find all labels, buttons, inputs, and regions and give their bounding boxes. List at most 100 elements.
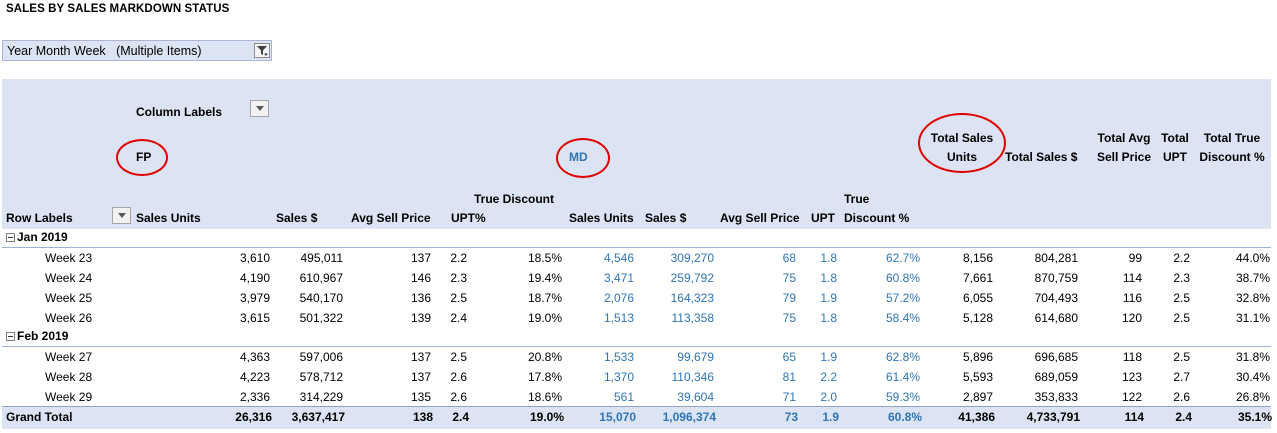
row-label: Week 24 <box>45 271 93 285</box>
pivot-cell: 32.8% <box>1235 291 1270 305</box>
pivot-cell: 561 <box>613 390 634 404</box>
header-fp-true-discount-1: True Discount <box>474 192 555 206</box>
pivot-cell: 62.8% <box>885 350 920 364</box>
minus-box-icon[interactable] <box>6 233 15 242</box>
pivot-cell: 5,128 <box>962 311 993 325</box>
pivot-cell: 58.4% <box>885 311 920 325</box>
pivot-cell: 1.8 <box>820 251 837 265</box>
pivot-cell: 353,833 <box>1034 390 1078 404</box>
pivot-cell: 57.2% <box>885 291 920 305</box>
pivot-cell: 597,006 <box>299 350 343 364</box>
pivot-cell: 2.0 <box>820 390 837 404</box>
row-label: Week 25 <box>45 291 93 305</box>
pivot-cell: 4,363 <box>239 350 270 364</box>
month-group-header[interactable]: Jan 2019 <box>6 230 68 244</box>
filter-dropdown-button[interactable] <box>254 43 270 58</box>
pivot-cell: 314,229 <box>299 390 343 404</box>
pivot-cell: 2.3 <box>450 271 467 285</box>
month-group-label: Feb 2019 <box>17 329 69 343</box>
row-label: Week 28 <box>45 370 93 384</box>
pivot-cell: 15,070 <box>599 410 636 424</box>
annotation-circle-total-units <box>918 113 1006 173</box>
pivot-cell: 2.2 <box>820 370 837 384</box>
header-total-sales: Total Sales $ <box>1005 150 1078 164</box>
pivot-cell: 309,270 <box>670 251 714 265</box>
pivot-cell: 75 <box>782 271 796 285</box>
pivot-header <box>2 79 1271 229</box>
pivot-cell: 79 <box>782 291 796 305</box>
pivot-cell: 6,055 <box>962 291 993 305</box>
row-label: Week 27 <box>45 350 93 364</box>
pivot-cell: 689,059 <box>1034 370 1078 384</box>
pivot-cell: 31.1% <box>1235 311 1270 325</box>
grand-total-row: Grand Total 26,316 3,637,417 138 2.4 19.0% 15… <box>2 406 1272 429</box>
header-fp-avg-sell-price: Avg Sell Price <box>351 211 431 225</box>
row-label: Week 23 <box>45 251 93 265</box>
pivot-cell: 2.5 <box>1173 311 1190 325</box>
pivot-cell: 2.5 <box>450 291 467 305</box>
pivot-cell: 136 <box>410 291 431 305</box>
pivot-cell: 2.7 <box>1173 370 1190 384</box>
pivot-cell: 3,610 <box>239 251 270 265</box>
pivot-cell: 501,322 <box>299 311 343 325</box>
pivot-cell: 2.4 <box>452 410 469 424</box>
pivot-cell: 2.5 <box>1173 350 1190 364</box>
row-labels-dropdown[interactable] <box>112 207 131 224</box>
header-md-avg-sell-price: Avg Sell Price <box>720 211 800 225</box>
pivot-cell: 4,546 <box>603 251 634 265</box>
header-fp-sales: Sales $ <box>276 211 318 225</box>
pivot-cell: 114 <box>1124 410 1144 424</box>
pivot-cell: 137 <box>410 370 431 384</box>
pivot-cell: 26.8% <box>1235 390 1270 404</box>
pivot-cell: 31.8% <box>1235 350 1270 364</box>
pivot-cell: 146 <box>410 271 431 285</box>
pivot-cell: 2.6 <box>1173 390 1190 404</box>
pivot-cell: 19.0% <box>527 311 562 325</box>
annotation-circle-fp <box>116 139 168 176</box>
pivot-cell: 39,604 <box>677 390 714 404</box>
pivot-cell: 8,156 <box>962 251 993 265</box>
pivot-cell: 1.9 <box>820 291 837 305</box>
pivot-cell: 68 <box>782 251 796 265</box>
pivot-cell: 137 <box>410 251 431 265</box>
minus-box-icon[interactable] <box>6 332 15 341</box>
table-row: Week 26 3,615 501,322 139 2.4 19.0% 1,513 113,3… <box>0 309 1277 329</box>
report-filter[interactable]: Year Month Week (Multiple Items) <box>2 40 272 61</box>
pivot-cell: 2.4 <box>1175 410 1192 424</box>
pivot-cell: 116 <box>1122 291 1142 305</box>
pivot-cell: 120 <box>1121 311 1142 325</box>
pivot-cell: 2.2 <box>1173 251 1190 265</box>
pivot-cell: 1,096,374 <box>662 410 716 424</box>
pivot-cell: 4,190 <box>239 271 270 285</box>
header-fp-true-discount-2: % <box>475 211 486 225</box>
pivot-cell: 122 <box>1121 390 1142 404</box>
pivot-cell: 5,593 <box>962 370 993 384</box>
header-total-disc-2: Discount % <box>1199 150 1265 164</box>
pivot-cell: 99 <box>1128 251 1142 265</box>
column-labels-dropdown[interactable] <box>250 100 269 117</box>
row-labels-caption: Row Labels <box>6 211 73 225</box>
pivot-cell: 614,680 <box>1034 311 1078 325</box>
pivot-cell: 1.8 <box>820 271 837 285</box>
pivot-cell: 696,685 <box>1034 350 1078 364</box>
pivot-cell: 704,493 <box>1034 291 1078 305</box>
pivot-cell: 19.4% <box>527 271 562 285</box>
pivot-cell: 7,661 <box>962 271 993 285</box>
header-md-upt: UPT <box>811 211 835 225</box>
pivot-cell: 2.5 <box>1173 291 1190 305</box>
pivot-cell: 2,336 <box>239 390 270 404</box>
pivot-cell: 26,316 <box>235 410 272 424</box>
pivot-cell: 30.4% <box>1235 370 1270 384</box>
pivot-cell: 61.4% <box>885 370 920 384</box>
grand-total-label: Grand Total <box>6 410 73 424</box>
table-row: Week 29 2,336 314,229 135 2.6 18.6% 561 39,604 7… <box>0 388 1277 408</box>
pivot-cell: 3,471 <box>603 271 634 285</box>
pivot-cell: 870,759 <box>1034 271 1078 285</box>
pivot-cell: 2.4 <box>450 311 467 325</box>
month-group-header[interactable]: Feb 2019 <box>6 329 68 343</box>
month-group-label: Jan 2019 <box>17 230 68 244</box>
chevron-down-icon <box>256 106 264 111</box>
pivot-cell: 2,076 <box>603 291 634 305</box>
pivot-cell: 75 <box>782 311 796 325</box>
pivot-cell: 18.6% <box>527 390 562 404</box>
